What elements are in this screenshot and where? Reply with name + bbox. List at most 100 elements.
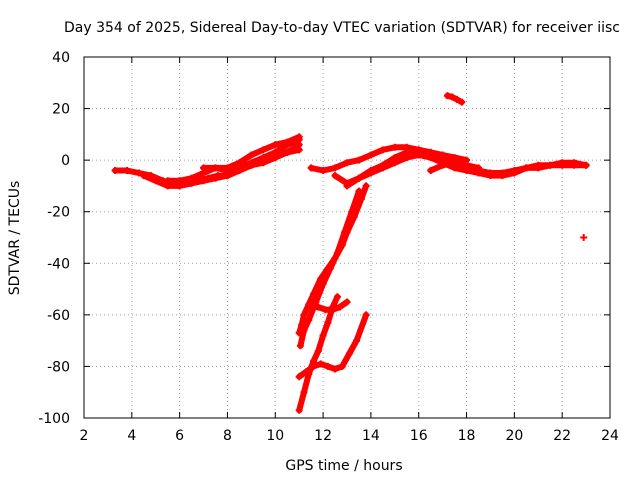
data-point: [135, 169, 143, 177]
series-line: [296, 311, 370, 380]
series-drop-e: [307, 298, 351, 314]
y-tick-label: 0: [61, 153, 70, 169]
y-tick-label: -60: [47, 308, 70, 324]
x-tick-label: 14: [362, 428, 380, 444]
data-point: [463, 161, 471, 169]
data-series: [111, 92, 590, 414]
data-point: [338, 362, 346, 370]
data-point: [427, 148, 435, 156]
data-point: [348, 208, 356, 216]
data-point: [295, 406, 303, 414]
data-point: [324, 319, 332, 327]
data-point: [427, 166, 435, 174]
data-point: [522, 164, 530, 172]
plot-frame: [83, 56, 611, 419]
data-point: [200, 164, 208, 172]
y-tick-label: -40: [47, 256, 70, 272]
data-point: [391, 143, 399, 151]
data-point: [300, 326, 308, 334]
data-point: [367, 151, 375, 159]
x-tick-label: 10: [266, 428, 284, 444]
data-point: [271, 148, 279, 156]
data-point: [331, 365, 339, 373]
data-point: [439, 161, 447, 169]
data-point: [343, 298, 351, 306]
data-point: [331, 164, 339, 172]
data-point: [329, 306, 337, 314]
data-point: [345, 350, 353, 358]
data-point: [259, 146, 267, 154]
data-point: [546, 161, 554, 169]
data-point: [353, 337, 361, 345]
data-point: [296, 342, 304, 350]
data-point: [176, 177, 184, 185]
series-line: [297, 188, 362, 349]
data-point: [367, 169, 375, 177]
data-point: [443, 92, 451, 100]
x-tick-label: 4: [127, 428, 136, 444]
data-point: [302, 368, 310, 376]
data-point: [379, 146, 387, 154]
data-point: [188, 174, 196, 182]
data-point: [314, 303, 322, 311]
data-point: [319, 166, 327, 174]
data-point: [451, 159, 459, 167]
y-tick-label: -100: [38, 411, 70, 427]
data-point: [580, 234, 588, 241]
data-point: [223, 166, 231, 174]
y-axis-label: SDTVAR / TECUs: [7, 181, 23, 296]
data-point: [355, 174, 363, 182]
series-drop-b: [296, 187, 363, 350]
tick-labels: 2 4 6 8 10 12 14 16 18 20 22 24-100-80-60-40-200204…: [38, 50, 619, 444]
data-point: [439, 151, 447, 159]
grid: [84, 57, 610, 418]
data-point: [343, 159, 351, 167]
data-point: [453, 96, 461, 104]
data-point: [341, 228, 349, 236]
axis-ticks: [83, 56, 611, 419]
data-point: [123, 166, 131, 174]
data-point: [379, 161, 387, 169]
x-tick-label: 16: [410, 428, 428, 444]
data-point: [343, 182, 351, 190]
data-point: [324, 362, 332, 370]
data-point: [326, 264, 334, 272]
data-point: [331, 172, 339, 180]
series-track-j: [443, 92, 466, 106]
data-point: [295, 146, 303, 154]
x-tick-label: 22: [553, 428, 571, 444]
data-point: [403, 148, 411, 156]
data-point: [152, 177, 160, 185]
data-point: [235, 164, 243, 172]
data-point: [259, 154, 267, 162]
data-point: [458, 98, 466, 106]
data-point: [283, 138, 291, 146]
data-point: [283, 148, 291, 156]
data-point: [336, 303, 344, 311]
data-point: [362, 182, 370, 190]
y-tick-label: -80: [47, 359, 70, 375]
series-track-c: [164, 133, 303, 185]
y-tick-label: 40: [52, 50, 70, 66]
data-point: [570, 161, 578, 169]
data-point: [307, 303, 315, 311]
data-point: [305, 316, 313, 324]
data-point: [212, 164, 219, 172]
x-tick-label: 24: [601, 428, 619, 444]
data-point: [317, 360, 325, 368]
data-point: [582, 161, 590, 169]
data-point: [314, 347, 322, 355]
data-point: [448, 93, 456, 101]
data-point: [140, 172, 148, 180]
chart-title: Day 354 of 2025, Sidereal Day-to-day VTE…: [64, 20, 620, 36]
data-point: [355, 187, 363, 195]
data-point: [558, 161, 566, 169]
data-point: [498, 172, 506, 180]
data-point: [200, 177, 208, 185]
data-point: [212, 174, 219, 182]
data-point: [271, 141, 279, 149]
series-drop-d: [295, 311, 370, 381]
x-tick-label: 2: [80, 428, 89, 444]
data-point: [415, 146, 423, 154]
